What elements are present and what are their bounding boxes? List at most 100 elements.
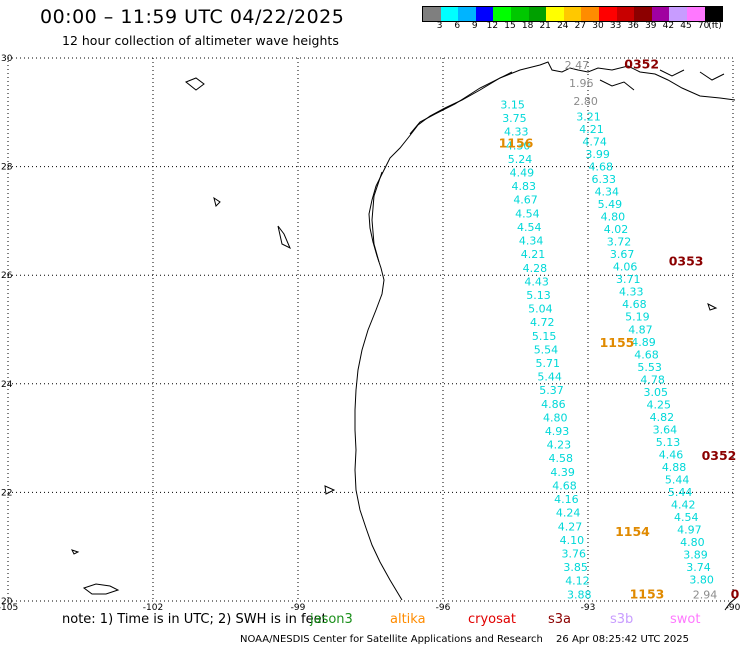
- lat-tick-label: 30: [1, 54, 13, 64]
- gulf-coastline: [354, 61, 736, 601]
- legend-label: 21: [539, 21, 551, 31]
- legend-label: 36: [627, 21, 639, 31]
- track-value: 5.19: [625, 311, 650, 324]
- track-value: 5.13: [656, 436, 681, 449]
- legend-swatch: [440, 7, 459, 21]
- lat-tick-label: 20: [1, 597, 13, 607]
- satellite-name-s3a: s3a: [548, 612, 572, 627]
- wave-height-color-legend: [422, 6, 724, 22]
- island-small-2: [277, 225, 291, 250]
- satellite-name-jason3: jason3: [310, 612, 353, 627]
- lat-tick-label: 22: [1, 488, 12, 498]
- track-value: 4.74: [582, 135, 607, 148]
- legend-swatch: [581, 7, 599, 21]
- track-value: 4.12: [565, 575, 590, 588]
- pass-time-label: 1156: [499, 136, 534, 151]
- track-value: 5.13: [526, 289, 551, 302]
- legend-label: 9: [471, 21, 478, 31]
- legend-swatch: [669, 7, 687, 21]
- track-value: 4.68: [588, 161, 613, 174]
- track-value: 4.86: [541, 398, 566, 411]
- lat-tick-label: 24: [1, 380, 13, 390]
- track-value: 4.42: [671, 499, 696, 512]
- legend-label: (ft): [708, 21, 722, 31]
- track-value: 4.30: [506, 139, 531, 152]
- track-value: 2.94: [693, 588, 718, 601]
- pass-time-label: 1155: [600, 335, 635, 350]
- track-value: 3.76: [561, 547, 586, 560]
- footer-timestamp: 26 Apr 08:25:42 UTC 2025: [556, 634, 689, 645]
- legend-swatch: [563, 7, 582, 21]
- track-value: 4.68: [622, 298, 647, 311]
- track-value: 5.53: [637, 361, 662, 374]
- footer-credit: NOAA/NESDIS Center for Satellite Applica…: [240, 634, 543, 645]
- track-value: 4.24: [556, 507, 581, 520]
- island-small-5: [707, 303, 718, 311]
- track-value: 4.68: [552, 479, 577, 492]
- footer: NOAA/NESDIS Center for Satellite Applica…: [240, 634, 689, 645]
- track-value: 4.88: [662, 461, 687, 474]
- page-subtitle: 12 hour collection of altimeter wave hei…: [62, 33, 339, 48]
- track-value: 4.80: [543, 411, 568, 424]
- track-value: 4.89: [631, 336, 656, 349]
- map-frame: [7, 57, 734, 602]
- note-line: note: 1) Time is in UTC; 2) SWH is in fe…: [62, 612, 700, 627]
- pass-time-label: 0352: [624, 56, 659, 71]
- track-value: 3.75: [502, 112, 527, 125]
- track-value: 5.71: [536, 357, 561, 370]
- legend-label: 33: [609, 21, 622, 31]
- track-value: 4.33: [619, 286, 644, 299]
- satellite-name-swot: swot: [670, 612, 701, 627]
- lat-lon-grid: [7, 57, 734, 602]
- satellite-name-cryosat: cryosat: [468, 612, 516, 627]
- track-value: 4.49: [510, 167, 535, 180]
- track-value: 4.10: [560, 534, 585, 547]
- lon-tick-label: -96: [436, 603, 451, 613]
- track-value: 4.87: [628, 323, 653, 336]
- legend-label: 45: [680, 21, 692, 31]
- louisiana-lakes: [599, 69, 725, 91]
- track-value: 4.58: [549, 452, 574, 465]
- legend-swatch: [528, 7, 547, 21]
- pass-time-label: 0353: [669, 253, 704, 268]
- lat-tick-label: 26: [1, 271, 13, 281]
- track-value: 4.02: [604, 223, 629, 236]
- track-value: 3.85: [563, 561, 588, 574]
- track-value: 4.93: [545, 425, 570, 438]
- track-value: 4.25: [647, 398, 672, 411]
- track-value: 3.72: [607, 236, 632, 249]
- legend-labels: 3 6 9 12 15 18 21 24 27 30 33 36 39 42 45 70 (ft): [422, 21, 728, 33]
- lon-tick-label: -90: [726, 603, 740, 613]
- track-value: 4.68: [634, 348, 659, 361]
- track-value: 4.67: [513, 194, 538, 207]
- lon-tick-label: -105: [0, 603, 18, 613]
- legend-swatch: [458, 7, 476, 21]
- track-value: 3.67: [610, 248, 635, 261]
- track-value: 5.44: [537, 371, 562, 384]
- track-value: 4.54: [517, 221, 542, 234]
- legend-label: 3: [436, 21, 443, 31]
- track-value: 5.44: [668, 486, 693, 499]
- track-value: 5.54: [534, 343, 559, 356]
- lat-tick-label: 28: [1, 163, 13, 173]
- track-value: 4.39: [550, 466, 575, 479]
- satellite-tracks: 3.153.754.334.305.244.494.834.674.544.54…: [500, 59, 717, 601]
- track-value: 4.80: [680, 536, 705, 549]
- track-value: 4.28: [523, 262, 548, 275]
- track-value: 1.96: [569, 77, 594, 90]
- track-value: 4.83: [511, 180, 536, 193]
- track-value: 3.71: [616, 273, 641, 286]
- track-value: 3.15: [500, 98, 525, 111]
- legend-label: 30: [592, 21, 604, 31]
- track-value: 5.15: [532, 330, 557, 343]
- track-value: 4.97: [677, 524, 702, 537]
- track-value: 4.21: [579, 123, 604, 136]
- track-value: 5.49: [598, 198, 623, 211]
- lon-tick-label: -99: [291, 603, 306, 613]
- track-value: 4.54: [515, 207, 540, 220]
- lon-tick-label: -93: [581, 603, 596, 613]
- axis-tick-labels: 30 28 26 24 22 20-105 -102 -99 -96 -93 -90: [0, 54, 740, 613]
- track-value: 4.33: [504, 126, 529, 139]
- track-value: 3.64: [653, 423, 678, 436]
- island-small-3: [213, 196, 221, 207]
